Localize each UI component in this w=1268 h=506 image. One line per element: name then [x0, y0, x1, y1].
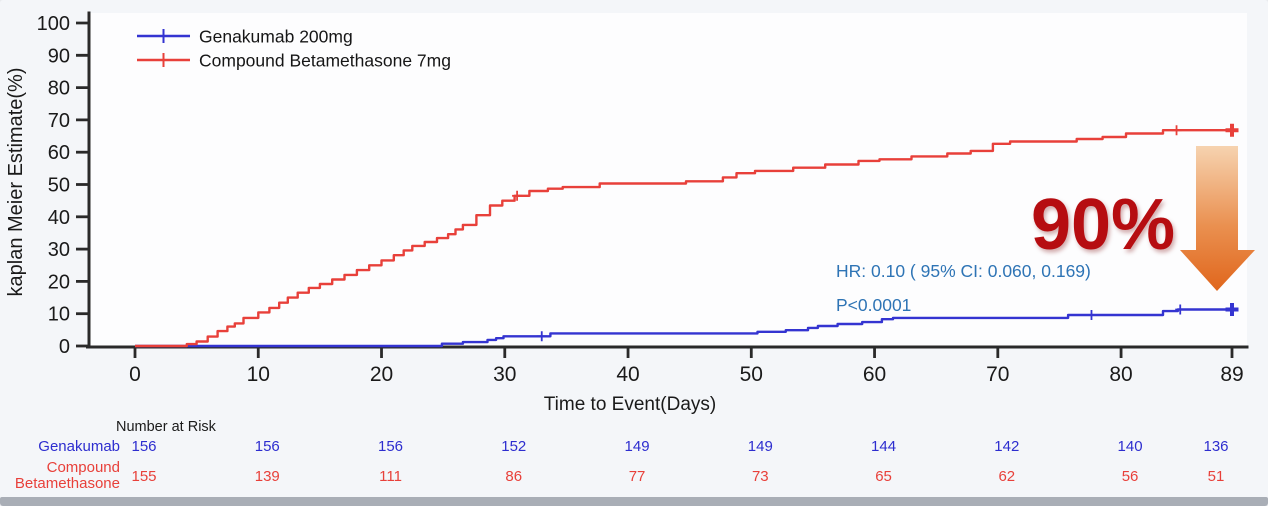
y-tick-label: 10	[48, 304, 70, 326]
legend-plus-icon	[156, 29, 171, 43]
legend-label: Compound Betamethasone 7mg	[199, 51, 451, 71]
y-tick-label: 100	[37, 13, 70, 35]
risk-value: 140	[1118, 438, 1143, 455]
bottom-edge-bar	[0, 497, 1268, 506]
censor-mark-icon	[536, 331, 547, 342]
y-tick-label: 50	[48, 175, 70, 197]
risk-value: 65	[875, 468, 892, 485]
risk-value: 156	[131, 438, 156, 455]
x-tick-label: 0	[129, 363, 141, 386]
p-value-annotation: P<0.0001	[836, 295, 911, 315]
end-marker-icon	[1225, 123, 1239, 137]
risk-table: Genakumab 156 156 156 152 149 149 144 142 140 136 C…	[15, 438, 1229, 492]
down-arrow-icon	[1180, 146, 1255, 291]
survival-curves	[135, 123, 1239, 348]
censor-mark-icon	[512, 190, 523, 201]
risk-value: 56	[1122, 468, 1139, 485]
hazard-ratio-annotation: HR: 0.10 ( 95% CI: 0.060, 0.169)	[836, 261, 1091, 281]
y-axis-title: kaplan Meier Estimate(%)	[5, 68, 27, 297]
x-tick-label: 40	[616, 363, 639, 386]
end-marker-icon	[1225, 303, 1239, 317]
y-tick-label: 40	[48, 207, 70, 229]
y-tick-label: 90	[48, 45, 70, 67]
risk-value: 111	[379, 468, 402, 485]
x-tick-label: 50	[740, 363, 763, 386]
y-tick-label: 80	[48, 78, 70, 100]
x-tick-label: 10	[247, 363, 270, 386]
x-axis-title: Time to Event(Days)	[544, 394, 716, 415]
x-tick-label: 60	[863, 363, 886, 386]
risk-value: 149	[625, 438, 650, 455]
x-tick-label: 30	[493, 363, 516, 386]
risk-value: 152	[501, 438, 526, 455]
risk-value: 136	[1203, 438, 1228, 455]
risk-value: 156	[378, 438, 403, 455]
x-tick-label: 70	[986, 363, 1009, 386]
legend: Genakumab 200mg Compound Betamethasone 7m…	[137, 27, 451, 71]
y-tick-label: 60	[48, 142, 70, 164]
risk-row-label: Genakumab	[38, 438, 120, 455]
risk-value: 139	[255, 468, 280, 485]
y-tick-label: 0	[59, 336, 70, 358]
censor-mark-icon	[1175, 304, 1186, 315]
censor-mark-icon	[1171, 125, 1182, 136]
legend-label: Genakumab 200mg	[199, 27, 353, 47]
risk-value: 144	[871, 438, 896, 455]
x-tick-label: 20	[370, 363, 393, 386]
km-curve	[135, 308, 1232, 348]
risk-value: 156	[255, 438, 280, 455]
x-tick-label: 80	[1109, 363, 1132, 386]
risk-value: 86	[505, 468, 522, 485]
x-tick-label: 89	[1220, 363, 1243, 386]
risk-value: 155	[131, 468, 156, 485]
risk-value: 51	[1208, 468, 1225, 485]
legend-plus-icon	[156, 53, 171, 67]
risk-value: 73	[752, 468, 769, 485]
plot-area-background	[90, 13, 1247, 347]
risk-table-header: Number at Risk	[116, 419, 217, 435]
km-curve	[135, 129, 1232, 348]
risk-value: 77	[629, 468, 646, 485]
axis-ticks: 0 10 20 30 40 50 60 70 80 90 100 0 10 20 30 40 50 60 70 80 8…	[37, 13, 1244, 386]
risk-value: 142	[994, 438, 1019, 455]
y-tick-label: 70	[48, 110, 70, 132]
y-tick-label: 20	[48, 271, 70, 293]
risk-value: 149	[748, 438, 773, 455]
reduction-percentage-label: 90%	[1031, 185, 1175, 265]
y-tick-label: 30	[48, 239, 70, 261]
risk-value: 62	[998, 468, 1015, 485]
risk-row-label: Compound	[47, 459, 120, 476]
censor-mark-icon	[1086, 309, 1097, 320]
risk-row-label: Betamethasone	[15, 475, 120, 492]
